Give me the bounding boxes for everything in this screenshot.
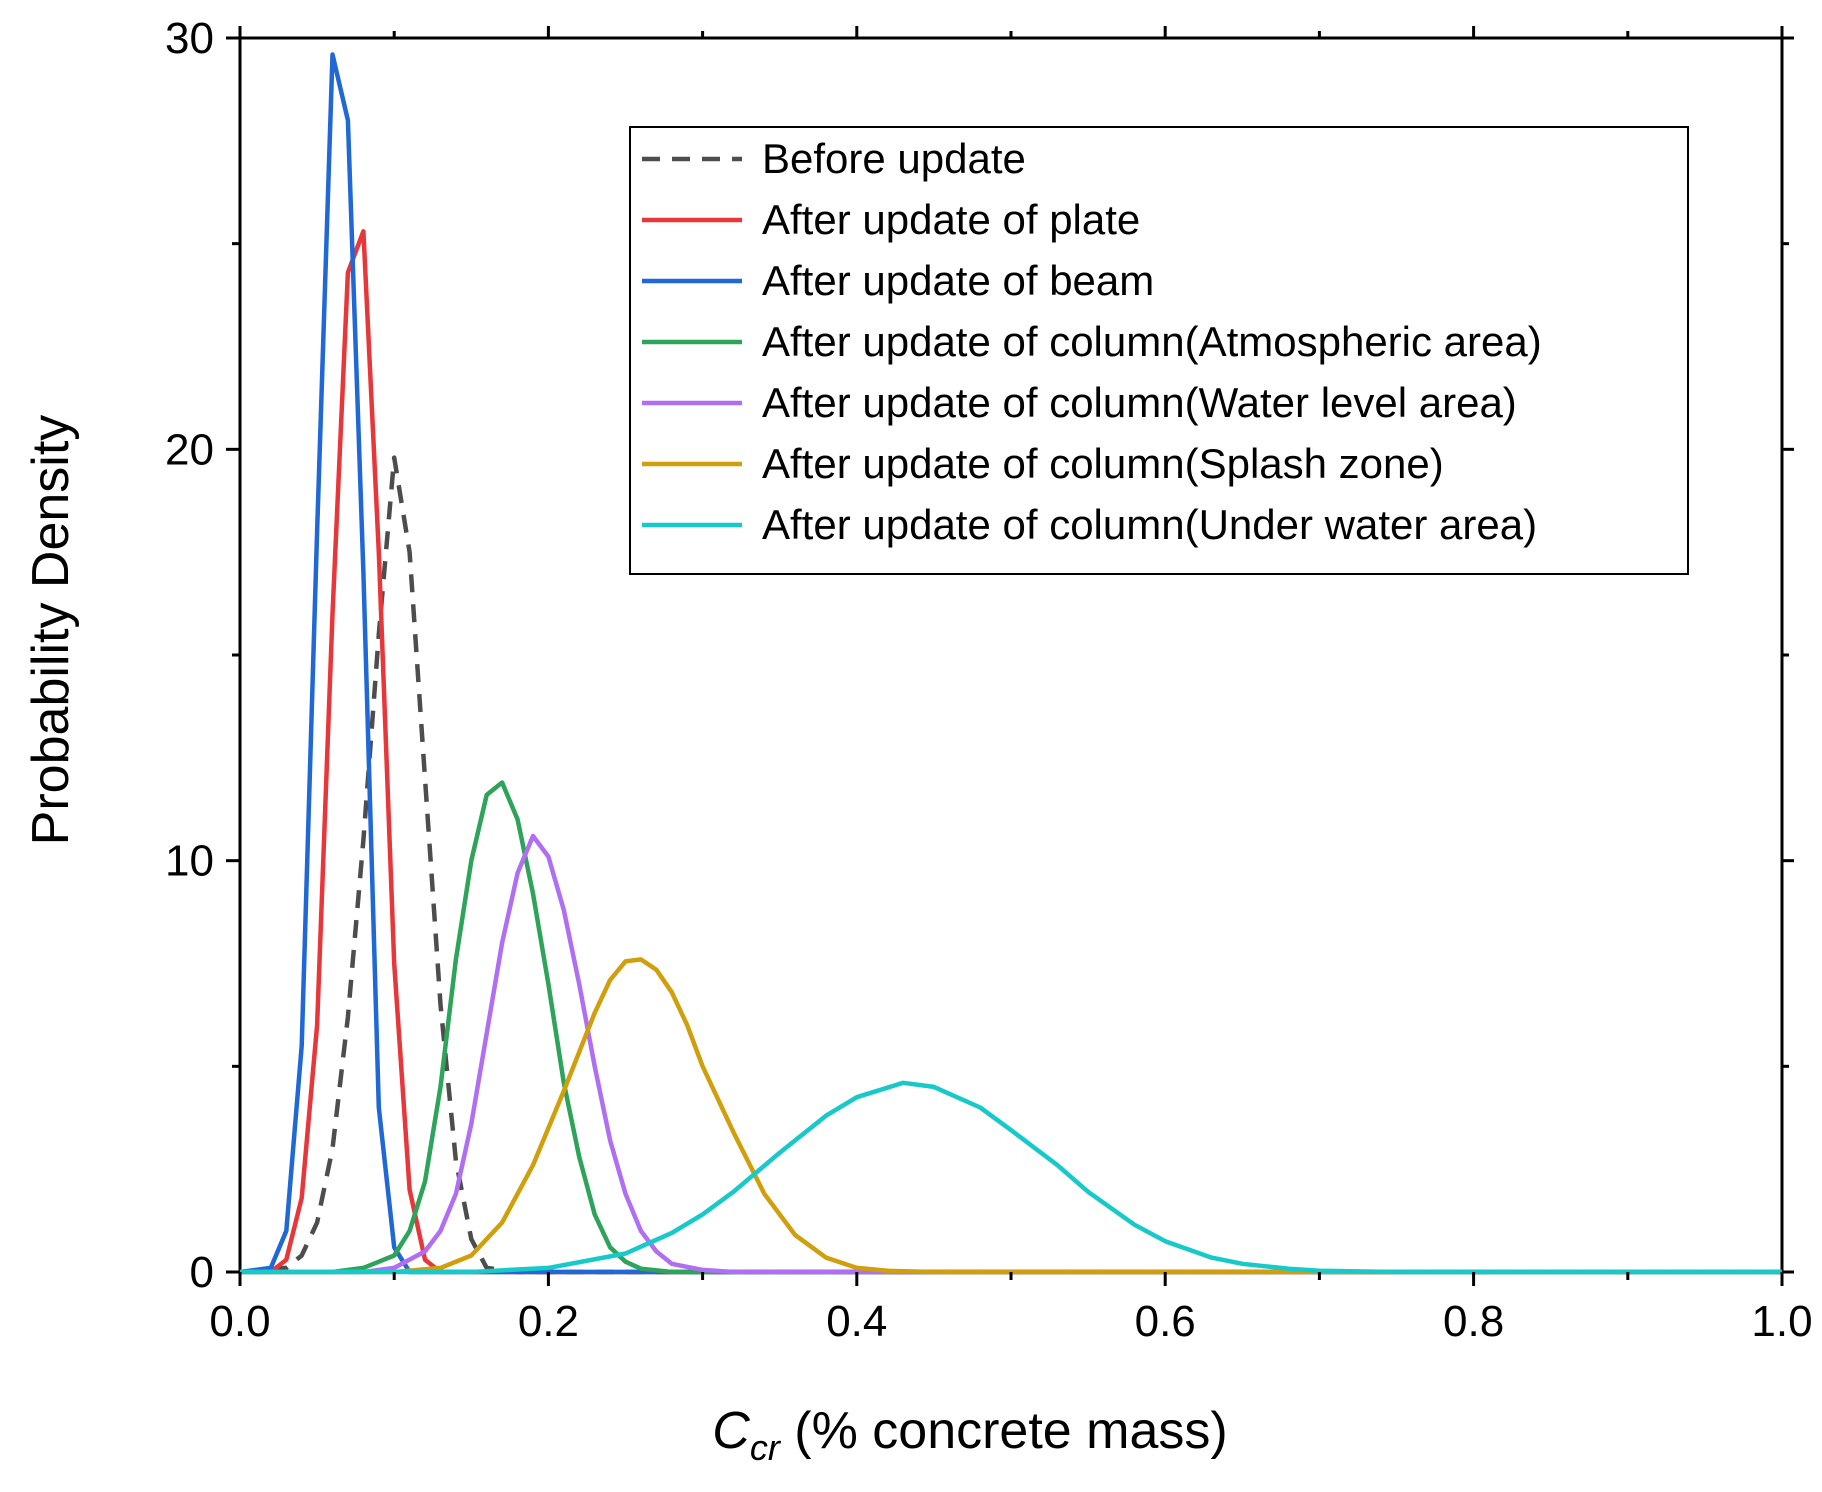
series-line-4 <box>240 833 1782 1275</box>
legend-label-3: After update of column(Atmospheric area) <box>762 318 1542 365</box>
legend-label-4: After update of column(Water level area) <box>762 379 1517 426</box>
y-tick-label: 0 <box>190 1248 214 1297</box>
legend-label-6: After update of column(Under water area) <box>762 501 1537 548</box>
legend-label-0: Before update <box>762 135 1026 182</box>
legend-box <box>629 126 1689 575</box>
x-tick-label: 0.2 <box>518 1297 579 1346</box>
x-tick-label: 0.4 <box>826 1297 887 1346</box>
legend-label-1: After update of plate <box>762 196 1140 243</box>
x-axis-title-rest: (% concrete mass) <box>780 1402 1228 1460</box>
series-line-0 <box>239 455 1782 1275</box>
series-line-3 <box>240 780 1782 1275</box>
legend: Before update After update of plate After … <box>629 126 1689 575</box>
x-tick-label: 1.0 <box>1751 1297 1812 1346</box>
axes: 0.0 0.2 0.4 0.6 0.8 1.0 0 10 20 30 <box>165 14 1813 1346</box>
x-axis-title-sub: cr <box>750 1427 782 1468</box>
x-tick-label: 0.6 <box>1135 1297 1196 1346</box>
legend-label-2: After update of beam <box>762 257 1154 304</box>
y-tick-label: 10 <box>165 837 214 886</box>
x-axis-title: Ccr (% concrete mass) <box>712 1402 1227 1468</box>
series-line-5 <box>240 957 1782 1275</box>
legend-label-5: After update of column(Splash zone) <box>762 440 1444 487</box>
x-axis-title-main: C <box>712 1402 750 1460</box>
x-tick-label: 0.8 <box>1443 1297 1504 1346</box>
y-tick-label: 20 <box>165 425 214 474</box>
curves <box>239 52 1782 1275</box>
series-line-6 <box>240 1080 1782 1275</box>
y-axis-title: Probability Density <box>22 415 80 846</box>
y-tick-label: 30 <box>165 14 214 63</box>
x-tick-label: 0.0 <box>209 1297 270 1346</box>
